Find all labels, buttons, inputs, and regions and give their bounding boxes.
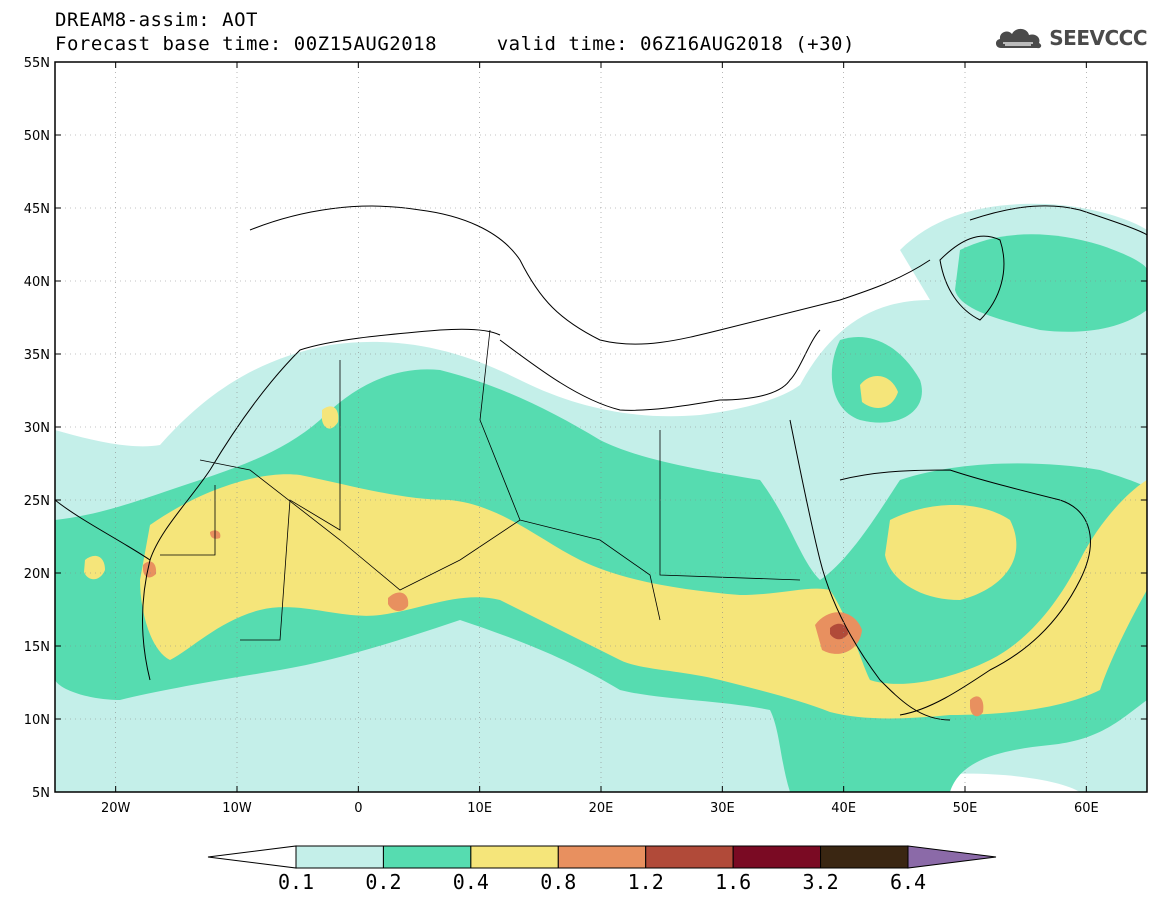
lon-tick-label: 50E	[953, 801, 978, 816]
colorbar-label: 1.6	[715, 870, 751, 894]
lon-tick-label: 10W	[222, 801, 252, 816]
colorbar-label: 0.4	[453, 870, 489, 894]
aot-band-0.4-0.8	[84, 375, 1147, 719]
colorbar-segment	[820, 845, 909, 869]
lat-tick-label: 55N	[24, 56, 50, 71]
chart-subtitle: Forecast base time: 00Z15AUG2018 valid t…	[55, 33, 855, 55]
colorbar-segment	[645, 845, 734, 869]
chart-title: DREAM8-assim: AOT	[55, 9, 258, 31]
cloud-icon	[996, 28, 1042, 49]
colorbar-segment	[732, 845, 822, 869]
logo-text: SEEVCCC	[1049, 26, 1147, 50]
country-borders	[160, 329, 801, 641]
lat-tick-label: 50N	[24, 129, 50, 144]
seevccc-logo: SEEVCCC	[993, 22, 1147, 54]
colorbar-label: 0.1	[278, 870, 314, 894]
lat-tick-label: 20N	[24, 567, 50, 582]
colorbar-segment	[295, 845, 384, 869]
colorbar-segment	[470, 845, 559, 869]
colorbar-label: 0.2	[365, 870, 401, 894]
lon-tick-label: 10E	[467, 801, 492, 816]
colorbar-label: 6.4	[890, 870, 926, 894]
colorbar-label: 3.2	[803, 870, 839, 894]
colorbar-segment	[557, 845, 647, 869]
lat-tick-label: 30N	[24, 421, 50, 436]
axis-ticks	[55, 61, 1147, 793]
lon-tick-label: 40E	[831, 801, 856, 816]
gridlines	[55, 62, 1147, 792]
colorbar-right-arrow	[907, 845, 997, 869]
colorbar-segment	[382, 845, 472, 869]
lat-tick-label: 25N	[24, 494, 50, 509]
lon-tick-label: 30E	[710, 801, 735, 816]
lon-tick-label: 20W	[101, 801, 131, 816]
lat-tick-label: 15N	[24, 640, 50, 655]
colorbar-left-arrow	[207, 845, 297, 869]
lat-tick-label: 45N	[24, 202, 50, 217]
lat-tick-label: 5N	[32, 786, 50, 801]
lon-tick-label: 20E	[589, 801, 614, 816]
lat-tick-label: 35N	[24, 348, 50, 363]
colorbar	[207, 845, 997, 869]
lon-tick-label: 60E	[1074, 801, 1099, 816]
colorbar-label: 1.2	[628, 870, 664, 894]
aot-field	[55, 203, 1147, 792]
coastlines	[55, 205, 1147, 721]
colorbar-label: 0.8	[540, 870, 576, 894]
colorbar-labels: 0.1 0.2 0.4 0.8 1.2 1.6 3.2 6.4	[278, 870, 926, 894]
lat-tick-label: 10N	[24, 713, 50, 728]
lat-tick-label: 40N	[24, 275, 50, 290]
longitude-labels: 20W 10W 0 10E 20E 30E 40E 50E 60E	[101, 801, 1099, 816]
lon-tick-label: 0	[354, 801, 362, 816]
latitude-labels: 55N 50N 45N 40N 35N 30N 25N 20N 15N 10N 5N	[24, 56, 50, 801]
